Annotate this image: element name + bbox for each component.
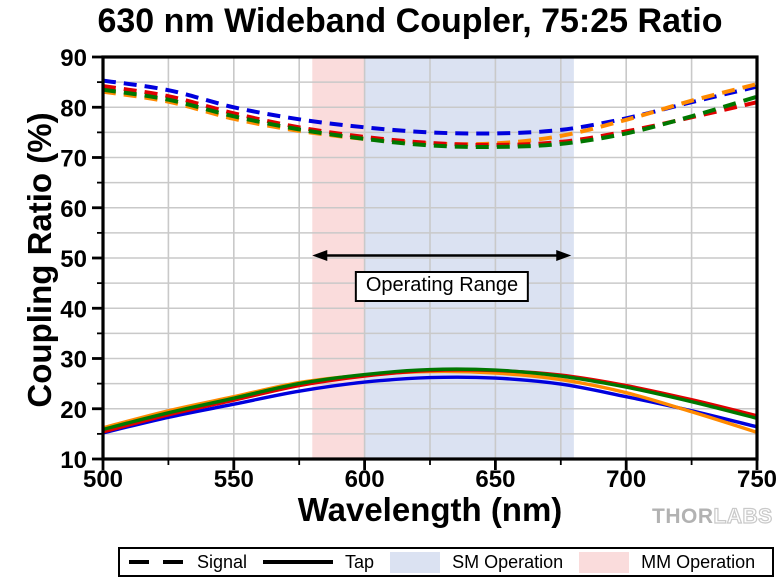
signal-dashed-line-sample bbox=[129, 560, 185, 564]
y-tick-label: 30 bbox=[60, 347, 87, 374]
plot-grid bbox=[103, 57, 757, 459]
x-tick-label: 550 bbox=[214, 466, 254, 493]
tap-solid-line-sample bbox=[263, 560, 334, 564]
curve-tap-blue bbox=[103, 375, 757, 435]
curve-signal-orange bbox=[103, 82, 757, 147]
y-tick-label: 50 bbox=[60, 246, 87, 273]
y-tick-label: 70 bbox=[60, 146, 87, 173]
y-tick-label: 40 bbox=[60, 296, 87, 323]
operating-range-label: Operating Range bbox=[354, 271, 530, 302]
legend-sm-label: SM Operation bbox=[452, 551, 564, 572]
x-tick-label: 750 bbox=[737, 466, 777, 493]
plot-ticks bbox=[92, 55, 759, 470]
curve-signal-green bbox=[103, 87, 757, 149]
legend-signal-label: Signal bbox=[197, 551, 248, 572]
mm-operation-swatch bbox=[579, 551, 630, 573]
x-axis-label: Wavelength (nm) bbox=[297, 491, 563, 528]
y-tick-label: 80 bbox=[60, 95, 87, 122]
legend: Signal Tap SM Operation MM Operation bbox=[118, 547, 774, 577]
x-tick-label: 600 bbox=[345, 466, 385, 493]
plot-curves bbox=[103, 78, 757, 435]
y-tick-label: 10 bbox=[60, 447, 87, 474]
sm-operation-swatch bbox=[390, 551, 441, 573]
y-tick-label: 20 bbox=[60, 397, 87, 424]
legend-tap-label: Tap bbox=[345, 551, 375, 572]
legend-mm-label: MM Operation bbox=[641, 551, 756, 572]
curve-tap-green bbox=[103, 367, 757, 432]
x-tick-label: 650 bbox=[475, 466, 515, 493]
operating-range-arrow bbox=[312, 249, 572, 261]
y-tick-label: 60 bbox=[60, 196, 87, 223]
x-tick-label: 500 bbox=[83, 466, 123, 493]
y-tick-label: 90 bbox=[60, 45, 87, 72]
chart-title: 630 nm Wideband Coupler, 75:25 Ratio bbox=[97, 2, 723, 40]
thorlabs-logo-labs: LABS bbox=[713, 504, 773, 528]
thorlabs-logo: THORLABS bbox=[652, 504, 773, 529]
plot-tick-labels: 500 550 600 650 700 750 90 80 70 60 50 40 30 20 10 bbox=[60, 45, 777, 493]
thorlabs-logo-thor: THOR bbox=[652, 505, 714, 528]
x-tick-label: 700 bbox=[606, 466, 646, 493]
